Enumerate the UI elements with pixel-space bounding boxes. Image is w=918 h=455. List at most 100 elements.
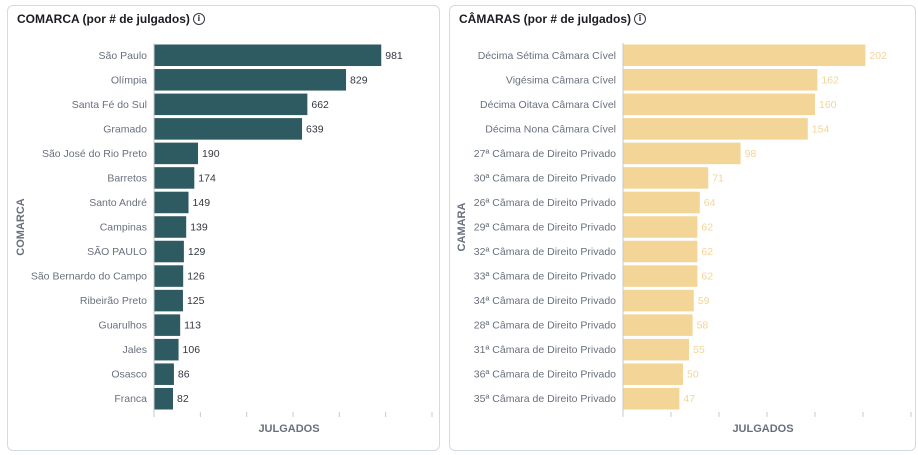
value-label: 106 xyxy=(183,344,201,356)
bar[interactable] xyxy=(154,240,184,263)
comarca-chart-title: COMARCA (por # de julgados) xyxy=(17,12,190,26)
value-label: 62 xyxy=(701,246,713,258)
category-label: Décima Sétima Câmara Cível xyxy=(478,50,616,62)
x-axis-ticks xyxy=(622,412,912,417)
bar[interactable] xyxy=(154,314,181,336)
bar[interactable] xyxy=(154,167,195,189)
value-label: 139 xyxy=(190,222,208,234)
category-label: SÃO PAULO xyxy=(87,245,147,258)
bar[interactable] xyxy=(154,216,187,238)
value-label: 86 xyxy=(178,369,190,381)
comarca-panel: COMARCA (por # de julgados) i COMARCA JUL… xyxy=(7,5,440,451)
bar[interactable] xyxy=(154,44,382,67)
category-label: São José do Rio Preto xyxy=(42,148,147,160)
value-label: 160 xyxy=(819,99,837,111)
category-label: Guarulhos xyxy=(99,320,147,332)
category-label: Osasco xyxy=(111,369,147,381)
category-label: Décima Nona Câmara Cível xyxy=(485,123,616,135)
value-label: 162 xyxy=(821,74,839,86)
bar[interactable] xyxy=(154,338,179,361)
bar[interactable] xyxy=(623,338,689,361)
x-axis-ticks xyxy=(153,412,433,417)
category-label: Franca xyxy=(114,393,147,405)
category-label: 32ª Câmara de Direito Privado xyxy=(474,246,616,258)
value-label: 639 xyxy=(306,123,324,135)
bar[interactable] xyxy=(623,265,698,287)
value-label: 174 xyxy=(198,172,216,184)
category-label: 26ª Câmara de Direito Privado xyxy=(474,197,616,209)
bar[interactable] xyxy=(623,387,680,410)
category-label: 35ª Câmara de Direito Privado xyxy=(474,393,616,405)
value-label: 62 xyxy=(701,222,713,234)
bar[interactable] xyxy=(623,69,818,91)
bar[interactable] xyxy=(623,118,808,140)
category-label: 34ª Câmara de Direito Privado xyxy=(474,295,616,307)
bar[interactable] xyxy=(154,265,184,287)
x-axis-title: JULGADOS xyxy=(258,423,319,435)
category-label: Ribeirão Preto xyxy=(80,295,147,307)
value-label: 829 xyxy=(350,74,368,86)
category-label: Olímpia xyxy=(111,74,147,86)
bar[interactable] xyxy=(154,142,199,165)
bar[interactable] xyxy=(623,142,741,165)
value-label: 47 xyxy=(683,393,695,405)
value-label: 98 xyxy=(745,148,757,160)
value-label: 55 xyxy=(693,344,705,356)
value-label: 59 xyxy=(698,295,710,307)
bar[interactable] xyxy=(154,118,303,140)
bar[interactable] xyxy=(623,314,693,336)
bar[interactable] xyxy=(154,363,174,385)
category-label: Santo André xyxy=(89,197,147,209)
value-label: 64 xyxy=(704,197,716,209)
category-label: 36ª Câmara de Direito Privado xyxy=(474,369,616,381)
bar[interactable] xyxy=(154,69,347,91)
bar[interactable] xyxy=(623,240,698,263)
camaras-panel: CÂMARAS (por # de julgados) i CAMARA JULG… xyxy=(449,5,916,451)
category-label: 30ª Câmara de Direito Privado xyxy=(474,172,616,184)
category-label: São Bernardo do Campo xyxy=(31,271,147,283)
value-label: 50 xyxy=(687,369,699,381)
bar[interactable] xyxy=(623,363,683,385)
camaras-chart-title: CÂMARAS (por # de julgados) xyxy=(459,12,632,26)
bar[interactable] xyxy=(623,216,698,238)
category-label: São Paulo xyxy=(99,50,148,62)
bar[interactable] xyxy=(154,387,173,410)
category-label: 31ª Câmara de Direito Privado xyxy=(474,344,616,356)
value-label: 662 xyxy=(311,99,329,111)
info-icon[interactable]: i xyxy=(634,13,647,25)
value-label: 71 xyxy=(712,172,724,184)
value-label: 82 xyxy=(177,393,189,405)
comarca-bar-chart: COMARCA JULGADOS São Paulo 981 Olímpia 829 San… xyxy=(15,43,433,435)
value-label: 202 xyxy=(869,50,887,62)
info-icon[interactable]: i xyxy=(192,13,205,25)
bar[interactable] xyxy=(154,93,308,116)
value-label: 190 xyxy=(202,148,220,160)
bar[interactable] xyxy=(623,191,700,214)
value-label: 62 xyxy=(701,271,713,283)
value-label: 149 xyxy=(193,197,211,209)
bar[interactable] xyxy=(623,93,815,116)
value-label: 113 xyxy=(184,320,201,332)
category-label: Barretos xyxy=(107,172,147,184)
bar[interactable] xyxy=(623,167,709,189)
category-label: 27ª Câmara de Direito Privado xyxy=(474,148,616,160)
camaras-chart-title-row: CÂMARAS (por # de julgados) i xyxy=(459,12,647,26)
x-axis-title: JULGADOS xyxy=(732,423,793,435)
bar[interactable] xyxy=(154,191,189,214)
y-axis-title: COMARCA xyxy=(15,198,27,255)
camaras-bar-chart: CAMARA JULGADOS Décima Sétima Câmara Cível… xyxy=(456,43,912,435)
value-label: 126 xyxy=(187,271,205,283)
category-label: Vigésima Câmara Cível xyxy=(506,74,616,86)
value-label: 129 xyxy=(188,246,206,258)
y-axis-title: CAMARA xyxy=(456,203,468,252)
category-label: Campinas xyxy=(100,222,147,234)
bar[interactable] xyxy=(154,289,183,312)
value-label: 125 xyxy=(187,295,205,307)
bar[interactable] xyxy=(623,289,694,312)
category-label: Santa Fé do Sul xyxy=(72,99,147,111)
category-label: 33ª Câmara de Direito Privado xyxy=(474,271,616,283)
category-label: Décima Oitava Câmara Cível xyxy=(480,99,616,111)
comarca-chart-title-row: COMARCA (por # de julgados) i xyxy=(17,12,205,26)
category-label: 28ª Câmara de Direito Privado xyxy=(474,320,616,332)
bar[interactable] xyxy=(623,44,866,67)
